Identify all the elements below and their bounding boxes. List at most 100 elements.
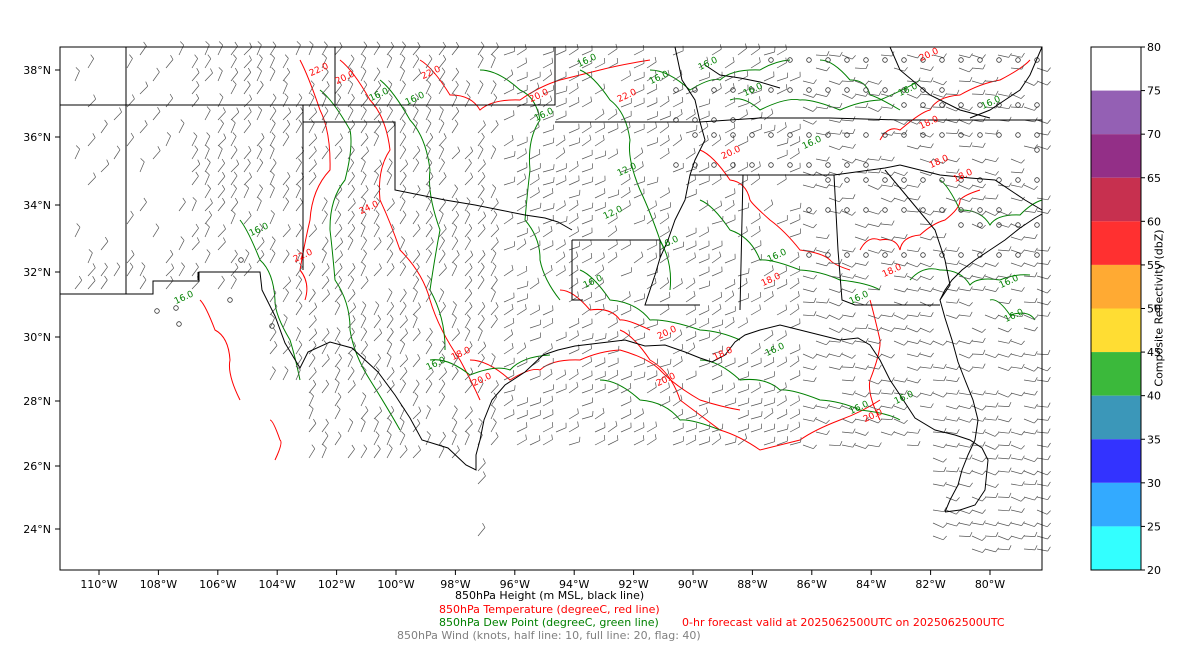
wind-barb (776, 88, 788, 95)
calm-wind-circle (920, 177, 926, 183)
wind-barb (971, 340, 983, 343)
wind-barb (1023, 275, 1036, 278)
wind-barb (256, 109, 263, 121)
wind-barb (360, 395, 367, 407)
wind-barb-feather (865, 275, 869, 280)
wind-barb (932, 470, 945, 473)
wind-barb (919, 366, 931, 369)
wind-barb-feather (981, 536, 986, 541)
calm-wind-circle (825, 177, 831, 183)
wind-barb-feather (1008, 273, 1012, 278)
wind-barb (282, 188, 290, 199)
wind-barb-feather (455, 366, 459, 372)
wind-barb (685, 232, 697, 238)
wind-barb-feather (247, 67, 252, 73)
wind-barb-feather (468, 158, 472, 164)
wind-barb (919, 392, 931, 397)
wind-barb (737, 428, 749, 433)
wind-barb (711, 296, 722, 303)
wind-barb-feather (363, 80, 368, 85)
temperature-label: 20.0 (334, 69, 357, 87)
x-tick-label: 90°W (678, 578, 708, 591)
wind-barb-feather (643, 435, 645, 441)
wind-barb-feather (365, 276, 369, 281)
wind-barb (425, 72, 434, 82)
wind-barb-feather (1047, 300, 1051, 306)
calm-wind-circle (958, 207, 964, 213)
wind-barb-feather (426, 80, 431, 85)
wind-barb-feather (1047, 495, 1051, 500)
wind-barb (490, 291, 496, 303)
wind-barb (867, 210, 879, 215)
wind-barb-feather (826, 298, 830, 304)
wind-barb (464, 201, 471, 212)
temperature-contour (269, 419, 282, 461)
wind-barb-feather (981, 406, 986, 411)
wind-barb-feather (878, 285, 882, 291)
wind-barb (386, 410, 395, 420)
wind-barb-feather (171, 263, 175, 269)
calm-wind-circle (977, 207, 983, 213)
wind-barb (399, 239, 406, 251)
wind-barb-feather (481, 132, 485, 138)
wind-barb-feather (956, 89, 960, 95)
wind-barb-feather (969, 132, 973, 137)
wind-barb (711, 87, 722, 95)
wind-barb-feather (352, 198, 356, 204)
wind-barb-feather (259, 54, 263, 59)
wind-barb-feather (759, 57, 761, 63)
wind-barb (659, 387, 670, 394)
wind-barb (295, 97, 303, 108)
colorbar-tick-label: 55 (1147, 259, 1161, 272)
wind-barb-feather (576, 369, 579, 375)
wind-barb (971, 418, 983, 422)
wind-barb-feather (454, 353, 459, 359)
wind-barb (984, 158, 996, 163)
wind-barb (308, 423, 317, 433)
wind-barb-feather (415, 210, 420, 216)
wind-barb-feather (349, 236, 354, 241)
x-tick-label: 106°W (199, 578, 236, 591)
wind-barb (698, 180, 710, 186)
wind-barb (386, 83, 393, 95)
wind-barb (360, 448, 368, 459)
wind-barb-feather (1033, 185, 1038, 190)
wind-barb-feather (982, 470, 986, 475)
wind-barb (503, 217, 514, 225)
wind-barb-feather (629, 70, 631, 76)
wind-barb (724, 283, 736, 290)
wind-barb-feather (511, 303, 514, 309)
wind-barb-feather (668, 382, 670, 388)
wind-barb-feather (943, 507, 947, 512)
border-line (939, 213, 1043, 513)
wind-barb-feather (314, 133, 318, 139)
wind-barb-feather (903, 315, 908, 320)
wind-barb (451, 96, 458, 108)
wind-barb-feather (417, 224, 421, 229)
wind-barb (1010, 522, 1022, 526)
wind-barb (737, 322, 748, 329)
wind-barb (659, 296, 671, 303)
wind-barb (399, 449, 408, 459)
wind-barb (711, 220, 723, 225)
wind-barb (815, 106, 827, 110)
wind-barb (971, 444, 983, 447)
wind-barb (646, 127, 657, 134)
wind-barb-feather (719, 329, 722, 335)
wind-barb (438, 148, 445, 160)
wind-barb (373, 188, 381, 199)
wind-barb (776, 309, 787, 316)
wind-barb (906, 444, 919, 447)
wind-barb (230, 213, 236, 225)
wind-barb (256, 149, 263, 160)
map-frame (59, 46, 1043, 571)
wind-barb-feather (222, 237, 226, 243)
wind-barb (802, 366, 814, 371)
wind-barb (230, 149, 238, 160)
wind-barb-feather (207, 184, 211, 189)
wind-barb (633, 219, 645, 225)
wind-barb-feather (261, 237, 265, 242)
wind-barb (789, 349, 801, 355)
wind-barb-feather (453, 93, 458, 98)
wind-barb-feather (388, 54, 393, 59)
